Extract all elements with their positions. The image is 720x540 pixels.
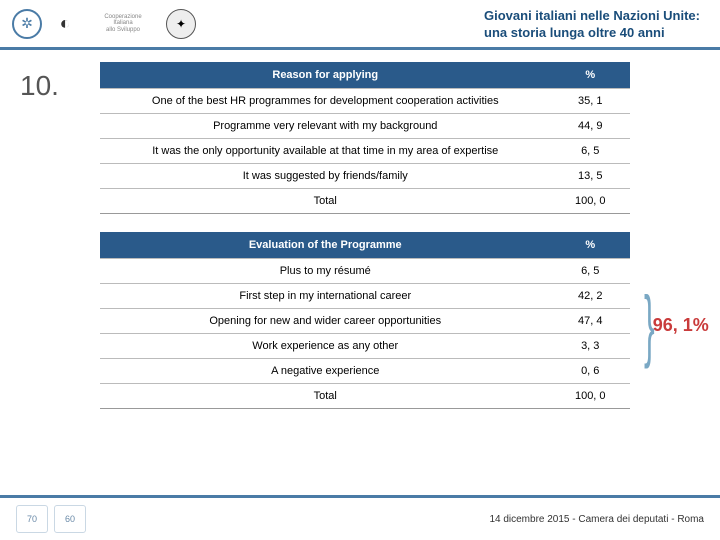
table-row: A negative experience0, 6 <box>100 359 630 384</box>
row-label: Total <box>100 384 551 409</box>
header: ✲ ◐ CooperazioneItalianaallo Sviluppo ✦ … <box>0 0 720 50</box>
content: 10. Reason for applying % One of the bes… <box>0 50 720 439</box>
table-row: Plus to my résumé6, 5 <box>100 259 630 284</box>
footer-text: 14 dicembre 2015 - Camera dei deputati -… <box>489 514 704 525</box>
row-value: 6, 5 <box>551 259 631 284</box>
table-row: Total100, 0 <box>100 384 630 409</box>
org-logo-icon: ◐ <box>50 9 80 39</box>
table-reason: Reason for applying % One of the best HR… <box>100 62 630 214</box>
table-row: First step in my international career42,… <box>100 284 630 309</box>
table2-header-label: Evaluation of the Programme <box>100 232 551 259</box>
callout-percentage: 96, 1% <box>653 315 709 336</box>
row-value: 13, 5 <box>551 164 631 189</box>
table-row: One of the best HR programmes for develo… <box>100 89 630 114</box>
row-value: 3, 3 <box>551 334 631 359</box>
table-row: It was the only opportunity available at… <box>100 139 630 164</box>
row-value: 100, 0 <box>551 384 631 409</box>
table1-header-label: Reason for applying <box>100 62 551 89</box>
table-row: Opening for new and wider career opportu… <box>100 309 630 334</box>
table-row: Programme very relevant with my backgrou… <box>100 114 630 139</box>
row-value: 100, 0 <box>551 189 631 214</box>
row-value: 6, 5 <box>551 139 631 164</box>
table-row: It was suggested by friends/family13, 5 <box>100 164 630 189</box>
row-label: Programme very relevant with my backgrou… <box>100 114 551 139</box>
emblem-logo-icon: ✦ <box>166 9 196 39</box>
table-evaluation: Evaluation of the Programme % Plus to my… <box>100 232 630 409</box>
table2-header-pct: % <box>551 232 631 259</box>
title-line2: una storia lunga oltre 40 anni <box>484 25 665 40</box>
section-number: 10. <box>20 70 59 102</box>
header-logos: ✲ ◐ CooperazioneItalianaallo Sviluppo ✦ <box>12 9 196 39</box>
table-row: Work experience as any other3, 3 <box>100 334 630 359</box>
footer: 70 60 14 dicembre 2015 - Camera dei depu… <box>0 495 720 540</box>
row-value: 47, 4 <box>551 309 631 334</box>
bracket-icon: } <box>644 293 655 357</box>
row-label: Opening for new and wider career opportu… <box>100 309 551 334</box>
row-label: Plus to my résumé <box>100 259 551 284</box>
table1-header-pct: % <box>551 62 631 89</box>
row-label: Total <box>100 189 551 214</box>
row-label: First step in my international career <box>100 284 551 309</box>
cooperazione-logo-icon: CooperazioneItalianaallo Sviluppo <box>88 14 158 34</box>
un-logo-icon: ✲ <box>12 9 42 39</box>
footer-logos: 70 60 <box>16 505 86 533</box>
footer-badge-70: 70 <box>16 505 48 533</box>
row-value: 0, 6 <box>551 359 631 384</box>
table-row: Total100, 0 <box>100 189 630 214</box>
row-label: A negative experience <box>100 359 551 384</box>
page-title: Giovani italiani nelle Nazioni Unite: un… <box>484 8 700 42</box>
row-value: 42, 2 <box>551 284 631 309</box>
row-value: 44, 9 <box>551 114 631 139</box>
row-label: Work experience as any other <box>100 334 551 359</box>
tables-container: Reason for applying % One of the best HR… <box>100 62 630 409</box>
callout: } 96, 1% <box>636 293 709 357</box>
footer-badge-60: 60 <box>54 505 86 533</box>
row-label: It was suggested by friends/family <box>100 164 551 189</box>
row-label: It was the only opportunity available at… <box>100 139 551 164</box>
row-label: One of the best HR programmes for develo… <box>100 89 551 114</box>
row-value: 35, 1 <box>551 89 631 114</box>
title-line1: Giovani italiani nelle Nazioni Unite: <box>484 8 700 23</box>
